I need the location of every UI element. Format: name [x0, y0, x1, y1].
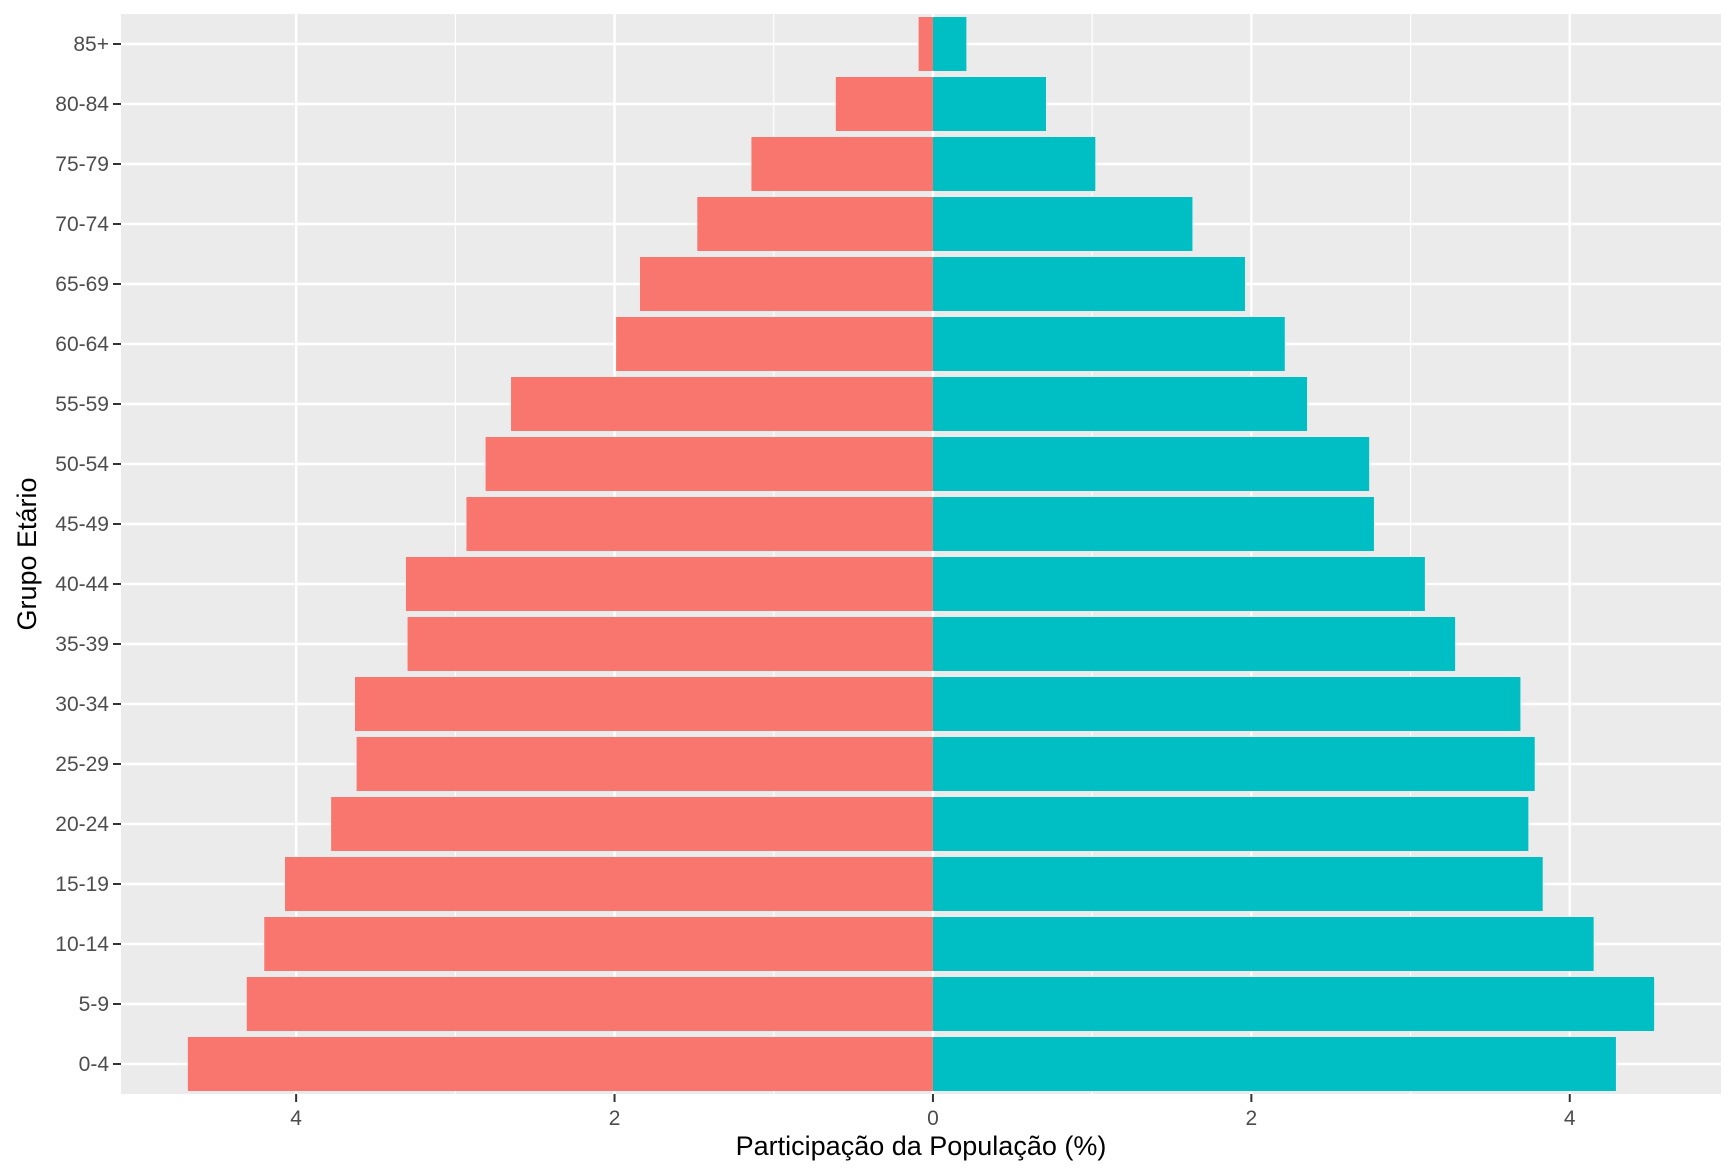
- bar-left-80-84: [835, 77, 933, 131]
- bar-left-15-19: [284, 857, 933, 911]
- bar-left-65-69: [640, 257, 933, 311]
- bar-right-85+: [932, 17, 967, 71]
- y-tick-label: 40-44: [55, 573, 109, 596]
- x-tick-label: 0: [927, 1107, 939, 1130]
- bar-left-50-54: [485, 437, 933, 491]
- y-tick-label: 60-64: [55, 333, 109, 356]
- y-tick-label: 65-69: [55, 273, 109, 296]
- bar-left-55-59: [511, 377, 933, 431]
- bar-right-50-54: [932, 437, 1370, 491]
- y-tick-label: 20-24: [55, 813, 109, 836]
- y-tick-label: 15-19: [55, 873, 109, 896]
- bar-right-40-44: [932, 557, 1425, 611]
- bar-right-55-59: [932, 377, 1308, 431]
- y-axis-title: Grupo Etário: [12, 477, 42, 630]
- bars: [187, 17, 1655, 1091]
- bar-left-75-79: [751, 137, 933, 191]
- bar-left-45-49: [466, 497, 933, 551]
- bar-right-60-64: [932, 317, 1285, 371]
- y-tick-label: 0-4: [79, 1053, 110, 1076]
- y-tick-label: 35-39: [55, 633, 109, 656]
- y-tick-label: 50-54: [55, 453, 109, 476]
- bar-right-80-84: [932, 77, 1046, 131]
- axis-ticks: 0-4 5-9 10-14 15-19 20-24 25-29 30-34 35-39 40-4…: [55, 33, 1576, 1130]
- bar-left-35-39: [407, 617, 933, 671]
- bar-right-45-49: [932, 497, 1374, 551]
- bar-right-10-14: [932, 917, 1594, 971]
- bar-left-25-29: [356, 737, 933, 791]
- bar-right-30-34: [932, 677, 1521, 731]
- bar-left-70-74: [697, 197, 933, 251]
- bar-left-30-34: [355, 677, 933, 731]
- bar-left-20-24: [331, 797, 933, 851]
- plot-panel: [121, 14, 1721, 1094]
- y-tick-label: 70-74: [55, 213, 109, 236]
- y-tick-label: 75-79: [55, 153, 109, 176]
- bar-right-0-4: [932, 1037, 1616, 1091]
- bar-right-15-19: [932, 857, 1543, 911]
- bar-left-10-14: [264, 917, 933, 971]
- bar-left-60-64: [616, 317, 933, 371]
- y-tick-label: 10-14: [55, 933, 109, 956]
- bar-right-20-24: [932, 797, 1529, 851]
- bar-right-25-29: [932, 737, 1535, 791]
- x-tick-label: 2: [609, 1107, 621, 1130]
- bar-right-65-69: [932, 257, 1245, 311]
- bar-right-5-9: [932, 977, 1655, 1031]
- bar-left-0-4: [187, 1037, 933, 1091]
- y-tick-label: 80-84: [55, 93, 109, 116]
- bar-left-40-44: [405, 557, 933, 611]
- bar-right-75-79: [932, 137, 1096, 191]
- y-tick-label: 55-59: [55, 393, 109, 416]
- y-tick-label: 45-49: [55, 513, 109, 536]
- y-tick-label: 5-9: [79, 993, 109, 1016]
- x-tick-label: 4: [290, 1107, 302, 1130]
- bar-left-85+: [918, 17, 933, 71]
- y-tick-label: 30-34: [55, 693, 109, 716]
- x-tick-label: 4: [1564, 1107, 1576, 1130]
- bar-right-70-74: [932, 197, 1193, 251]
- x-axis-title: Participação da População (%): [736, 1131, 1107, 1161]
- y-tick-label: 25-29: [55, 753, 109, 776]
- bar-left-5-9: [246, 977, 933, 1031]
- x-tick-label: 2: [1246, 1107, 1258, 1130]
- y-tick-label: 85+: [73, 33, 109, 56]
- bar-right-35-39: [932, 617, 1456, 671]
